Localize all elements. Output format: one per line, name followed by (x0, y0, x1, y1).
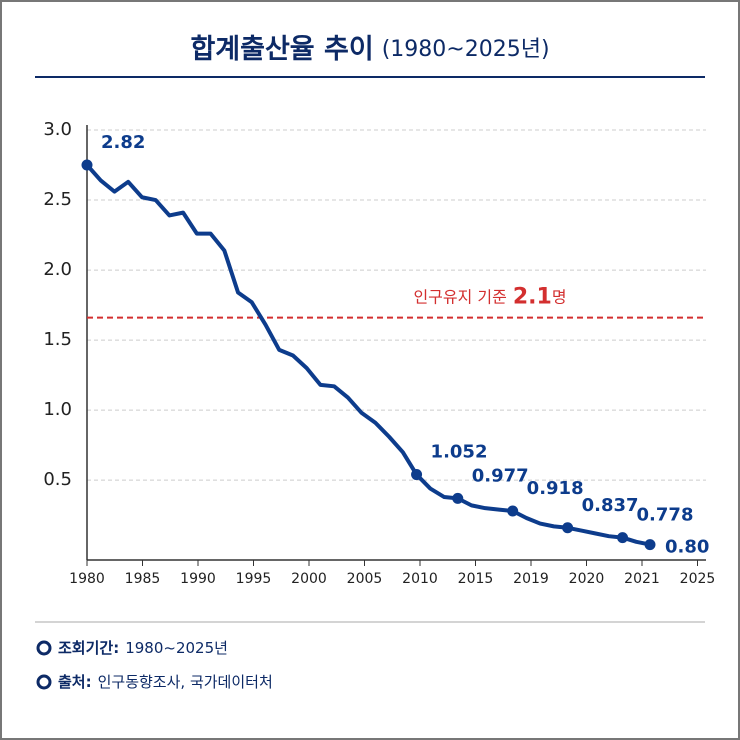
title: 합계출산율 추이 (190, 34, 373, 65)
x-tick-label: 1985 (125, 571, 161, 587)
y-tick-label: 2.0 (43, 259, 72, 280)
y-tick-label: 1.5 (43, 329, 72, 350)
point-marker (617, 532, 629, 544)
data-label: 2.82 (101, 132, 145, 153)
data-label: 1.052 (431, 442, 488, 463)
x-tick-label: 1990 (180, 571, 216, 587)
y-tick-label: 1.0 (43, 399, 72, 420)
footer-note: 출처: 인구동향조사, 국가데이터처 (58, 673, 273, 691)
point-marker (507, 505, 519, 517)
reference-label-unit: 명 (552, 287, 567, 306)
footer-note: 조회기간: 1980~2025년 (58, 639, 228, 657)
x-tick-label: 2010 (402, 571, 438, 587)
data-label: 0.918 (527, 478, 584, 499)
point-marker (411, 469, 423, 481)
data-label: 0.837 (582, 495, 639, 516)
point-marker (644, 539, 656, 551)
x-tick-label: 2020 (569, 571, 605, 587)
y-tick-label: 2.5 (43, 189, 72, 210)
footer-key: 조회기간: (58, 639, 119, 657)
footer-bullet (36, 640, 52, 656)
x-tick-label: 2005 (347, 571, 383, 587)
x-tick-label: 1980 (69, 571, 105, 587)
data-label: 0.977 (472, 465, 529, 486)
footer-text: 1980~2025년 (125, 639, 228, 657)
point-marker (81, 159, 93, 171)
reference-label-text: 인구유지 기준 (413, 287, 506, 306)
x-tick-label: 2019 (513, 571, 549, 587)
x-tick-label: 1995 (236, 571, 272, 587)
y-tick-label: 3.0 (43, 119, 72, 140)
point-marker (452, 492, 464, 504)
data-label: 0.778 (637, 505, 694, 526)
x-tick-label: 2015 (458, 571, 494, 587)
subtitle: (1980~2025년) (382, 37, 550, 62)
y-tick-label: 0.5 (43, 469, 72, 490)
footer-text: 인구동향조사, 국가데이터처 (98, 673, 273, 691)
point-marker (562, 522, 574, 534)
x-tick-label: 2000 (291, 571, 327, 587)
chart-title: 합계출산율 추이 (1980~2025년) (190, 34, 549, 65)
reference-label-value: 2.1 (513, 285, 552, 310)
reference-label: 인구유지 기준 2.1명 (413, 285, 566, 310)
line (85, 163, 651, 547)
x-tick-label: 2021 (624, 571, 660, 587)
footer-bullet (36, 674, 52, 690)
x-tick-label: 2025 (680, 571, 716, 587)
footer-key: 출처: (58, 673, 92, 691)
data-label: 0.80 (665, 537, 709, 558)
